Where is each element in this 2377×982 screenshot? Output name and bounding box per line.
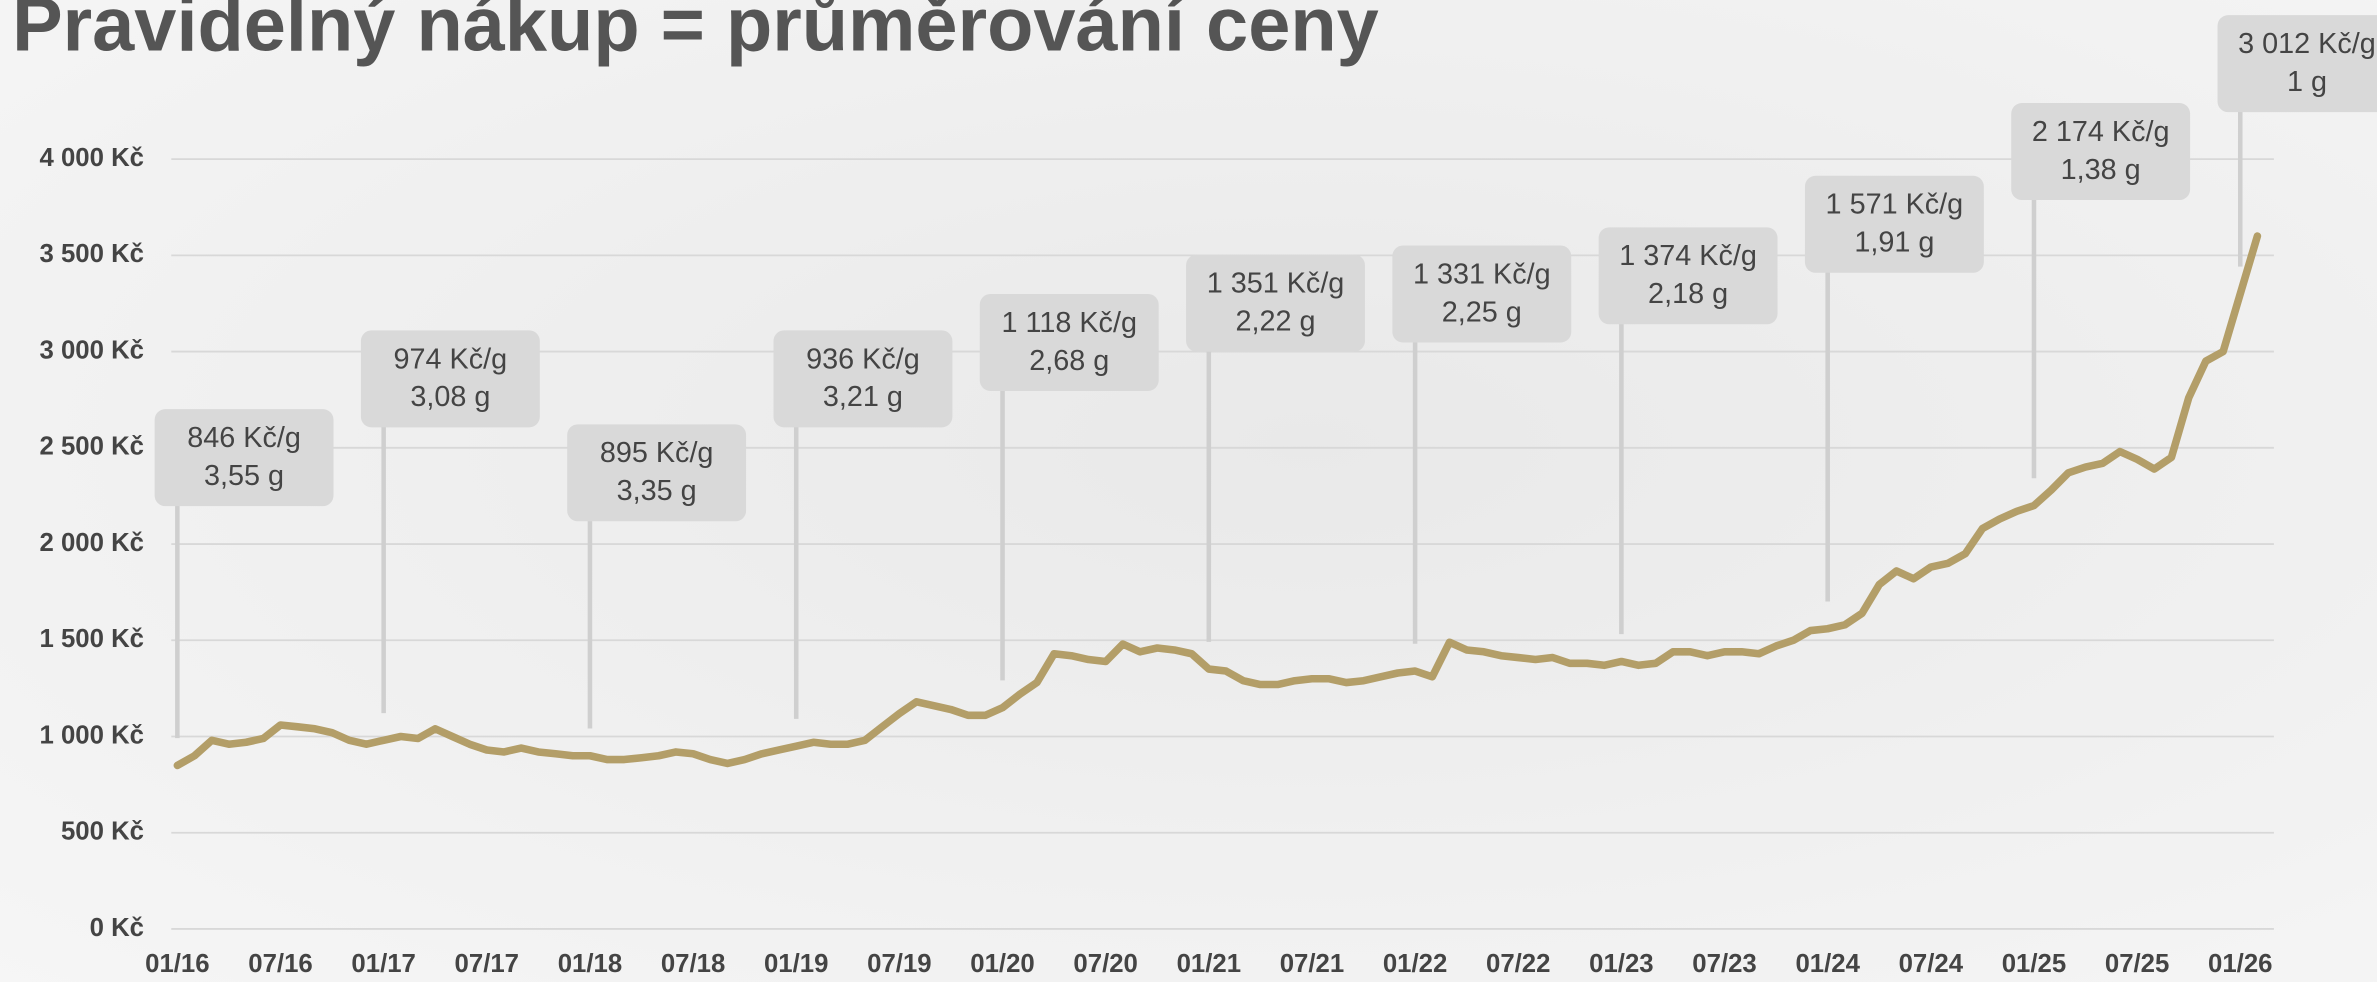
annotation-box (979, 293, 1159, 391)
x-tick-label: 01/25 (2002, 950, 2066, 978)
x-tick-label: 01/23 (1589, 950, 1653, 978)
annotation-box (154, 409, 334, 507)
annotation: 1 374 Kč/g 2,18 g (1598, 227, 1778, 635)
annotation-price: 846 Kč/g (187, 422, 301, 454)
y-tick-label: 1 500 Kč (39, 625, 144, 653)
annotation-price: 1 331 Kč/g (1413, 258, 1551, 290)
annotation-amount: 3,55 g (204, 460, 284, 492)
x-tick-label: 07/21 (1280, 950, 1344, 978)
annotation-amount: 2,25 g (1442, 296, 1522, 328)
price-line (173, 232, 2262, 770)
annotation-price: 1 374 Kč/g (1619, 240, 1757, 272)
annotation-box (2217, 15, 2377, 113)
annotation: 2 174 Kč/g 1,38 g (2011, 103, 2191, 479)
annotation-amount: 3,21 g (823, 381, 903, 413)
annotation-box (1598, 227, 1778, 325)
annotation-amount: 2,22 g (1235, 305, 1315, 337)
annotation-box (1392, 245, 1572, 343)
annotation: 1 118 Kč/g 2,68 g (979, 293, 1159, 681)
y-tick-label: 0 Kč (90, 914, 144, 942)
annotation: 846 Kč/g 3,55 g (154, 409, 334, 739)
annotation-box (360, 330, 540, 428)
annotation-price: 2 174 Kč/g (2032, 116, 2170, 148)
annotation-price: 3 012 Kč/g (2238, 28, 2376, 60)
annotation: 1 571 Kč/g 1,91 g (1804, 175, 1984, 602)
x-tick-label: 01/20 (970, 950, 1034, 978)
annotation-box (1804, 175, 1984, 273)
annotation: 974 Kč/g 3,08 g (360, 330, 540, 714)
x-tick-label: 07/22 (1486, 950, 1550, 978)
annotation-price: 974 Kč/g (394, 343, 508, 375)
y-tick-label: 3 000 Kč (39, 336, 144, 364)
x-tick-label: 07/16 (248, 950, 312, 978)
x-tick-label: 07/24 (1899, 950, 1964, 978)
x-tick-label: 07/20 (1073, 950, 1137, 978)
y-tick-label: 3 500 Kč (39, 240, 144, 268)
y-tick-label: 2 500 Kč (39, 433, 144, 461)
annotation: 1 331 Kč/g 2,25 g (1392, 245, 1572, 644)
annotation-amount: 2,18 g (1648, 278, 1728, 310)
x-tick-label: 07/17 (455, 950, 519, 978)
x-tick-label: 07/25 (2105, 950, 2169, 978)
y-tick-label: 4 000 Kč (39, 144, 144, 172)
annotation: 1 351 Kč/g 2,22 g (1186, 254, 1365, 642)
x-tick-label: 01/22 (1383, 950, 1447, 978)
annotation-price: 1 571 Kč/g (1826, 189, 1964, 221)
x-tick-label: 01/17 (351, 950, 415, 978)
annotation: 895 Kč/g 3,35 g (567, 424, 747, 729)
annotation-amount: 1,38 g (2061, 154, 2141, 186)
annotation-amount: 3,08 g (410, 381, 490, 413)
annotation-box (567, 424, 747, 522)
annotation: 936 Kč/g 3,21 g (773, 330, 953, 719)
x-tick-label: 01/18 (558, 950, 622, 978)
annotation-amount: 3,35 g (617, 475, 697, 507)
y-tick-label: 500 Kč (61, 818, 144, 846)
annotation-amount: 1,91 g (1854, 227, 1934, 259)
annotation-price: 1 351 Kč/g (1207, 268, 1345, 300)
x-tick-label: 07/19 (867, 950, 931, 978)
x-tick-label: 07/23 (1692, 950, 1756, 978)
y-tick-label: 1 000 Kč (39, 721, 144, 749)
annotation-price: 1 118 Kč/g (1001, 307, 1137, 339)
annotation-box (773, 330, 953, 428)
annotation: 3 012 Kč/g 1 g (2217, 15, 2377, 267)
annotation-price: 895 Kč/g (600, 437, 714, 469)
x-tick-label: 01/21 (1177, 950, 1241, 978)
annotation-box (2011, 103, 2191, 201)
y-tick-label: 2 000 Kč (39, 529, 144, 557)
annotation-amount: 2,68 g (1029, 345, 1109, 377)
annotation-amount: 1 g (2287, 66, 2327, 98)
x-tick-label: 01/26 (2208, 950, 2272, 978)
annotation-box (1186, 254, 1365, 352)
x-tick-label: 07/18 (661, 950, 725, 978)
annotation-price: 936 Kč/g (806, 343, 920, 375)
x-tick-label: 01/24 (1795, 950, 1860, 978)
x-tick-label: 01/16 (145, 950, 209, 978)
chart-title: Pravidelný nákup = průměrování ceny (12, 0, 1379, 67)
x-tick-label: 01/19 (764, 950, 828, 978)
